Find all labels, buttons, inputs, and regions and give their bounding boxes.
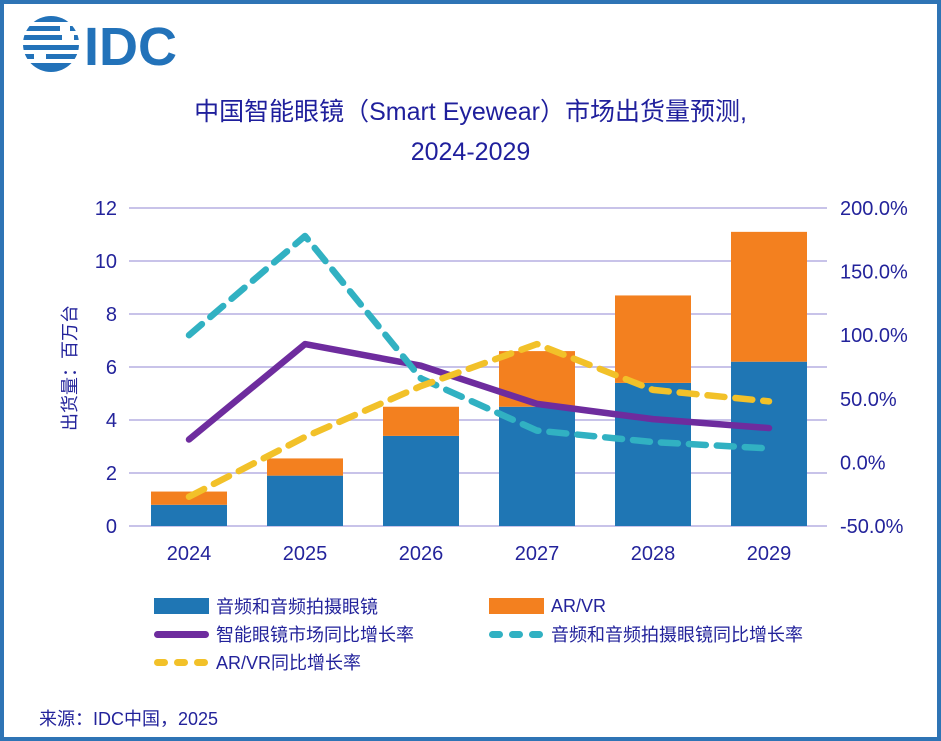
left-axis-tick-label: 10	[95, 251, 117, 273]
bar-segment-bar_orange-2026	[383, 406, 459, 436]
legend-swatch-orange-bar-icon	[489, 598, 544, 614]
bar-segment-bar_orange-2029	[731, 231, 807, 362]
chart-title-line2: 2024-2029	[410, 138, 531, 166]
left-axis-tick-label: 4	[106, 410, 117, 432]
legend-item-market-growth: 智能眼镜市场同比增长率	[154, 624, 414, 645]
globe-icon	[22, 16, 80, 72]
left-axis-tick-label: 8	[106, 304, 117, 326]
idc-logo: IDC	[22, 14, 182, 79]
bar-segment-bar_orange-2025	[267, 458, 343, 476]
growth-line-line_yellow	[185, 340, 773, 500]
bar-segment-bar_blue-2029	[731, 361, 807, 526]
chart-title-line1: 中国智能眼镜（Smart Eyewear）市场出货量预测,	[194, 98, 747, 126]
idc-logo-text: IDC	[84, 17, 177, 74]
legend-swatch-yellow-dashed-line-icon	[154, 658, 209, 666]
x-axis-tick-label: 2026	[399, 543, 444, 565]
right-axis-tick-label: 50.0%	[840, 389, 897, 411]
legend-label: 音频和音频拍摄眼镜	[216, 597, 378, 617]
x-axis-tick-label: 2027	[515, 543, 560, 565]
left-axis-tick-label: 6	[106, 357, 117, 379]
legend-label: 智能眼镜市场同比增长率	[216, 625, 414, 645]
legend-item-arvr-growth: AR/VR同比增长率	[154, 652, 362, 673]
idc-logo-icon: IDC	[22, 16, 177, 77]
growth-line-line_teal	[185, 232, 773, 452]
legend-swatch-blue-bar-icon	[154, 598, 209, 614]
legend-item-arvr: AR/VR	[489, 596, 606, 616]
x-axis-tick-label: 2025	[283, 543, 328, 565]
right-axis-tick-label: 0.0%	[840, 452, 886, 474]
left-axis-tick-label: 2	[106, 463, 117, 485]
chart-title: 中国智能眼镜（Smart Eyewear）市场出货量预测, 2024-2029	[64, 92, 877, 172]
bar-segment-bar_blue-2024	[151, 504, 227, 526]
x-axis-tick-label: 2029	[747, 543, 792, 565]
right-axis-tick-label: 150.0%	[840, 262, 908, 284]
bar-segment-bar_blue-2025	[267, 475, 343, 526]
source-note: 来源：IDC中国，2025	[39, 709, 219, 729]
bar-segment-bar_blue-2027	[499, 406, 575, 526]
growth-line-line_purple	[185, 340, 773, 443]
x-axis-tick-label: 2024	[167, 543, 212, 565]
chart-canvas: 0 2 4 6 8 10 12 -50.0% 0.0% 50.0% 100.0% 150.0% 200.…	[95, 198, 908, 565]
right-axis-tick-label: -50.0%	[840, 516, 904, 538]
x-axis-tick-label: 2028	[631, 543, 676, 565]
bar-segment-bar_orange-2028	[615, 295, 691, 383]
left-axis-tick-label: 0	[106, 516, 117, 538]
legend-swatch-purple-line-icon	[154, 630, 209, 638]
right-axis-tick-label: 100.0%	[840, 325, 908, 347]
bar-segment-bar_blue-2028	[615, 382, 691, 526]
bar-segment-bar_blue-2026	[383, 435, 459, 526]
legend-label: AR/VR	[551, 595, 607, 616]
left-axis-tick-label: 12	[95, 198, 117, 220]
legend-swatch-teal-dashed-line-icon	[489, 630, 544, 638]
right-axis-tick-label: 200.0%	[840, 198, 908, 220]
legend-label: AR/VR同比增长率	[216, 653, 362, 673]
legend-item-audio-glasses: 音频和音频拍摄眼镜	[154, 596, 378, 617]
legend-item-audio-growth: 音频和音频拍摄眼镜同比增长率	[489, 624, 803, 645]
legend-label: 音频和音频拍摄眼镜同比增长率	[551, 625, 803, 645]
